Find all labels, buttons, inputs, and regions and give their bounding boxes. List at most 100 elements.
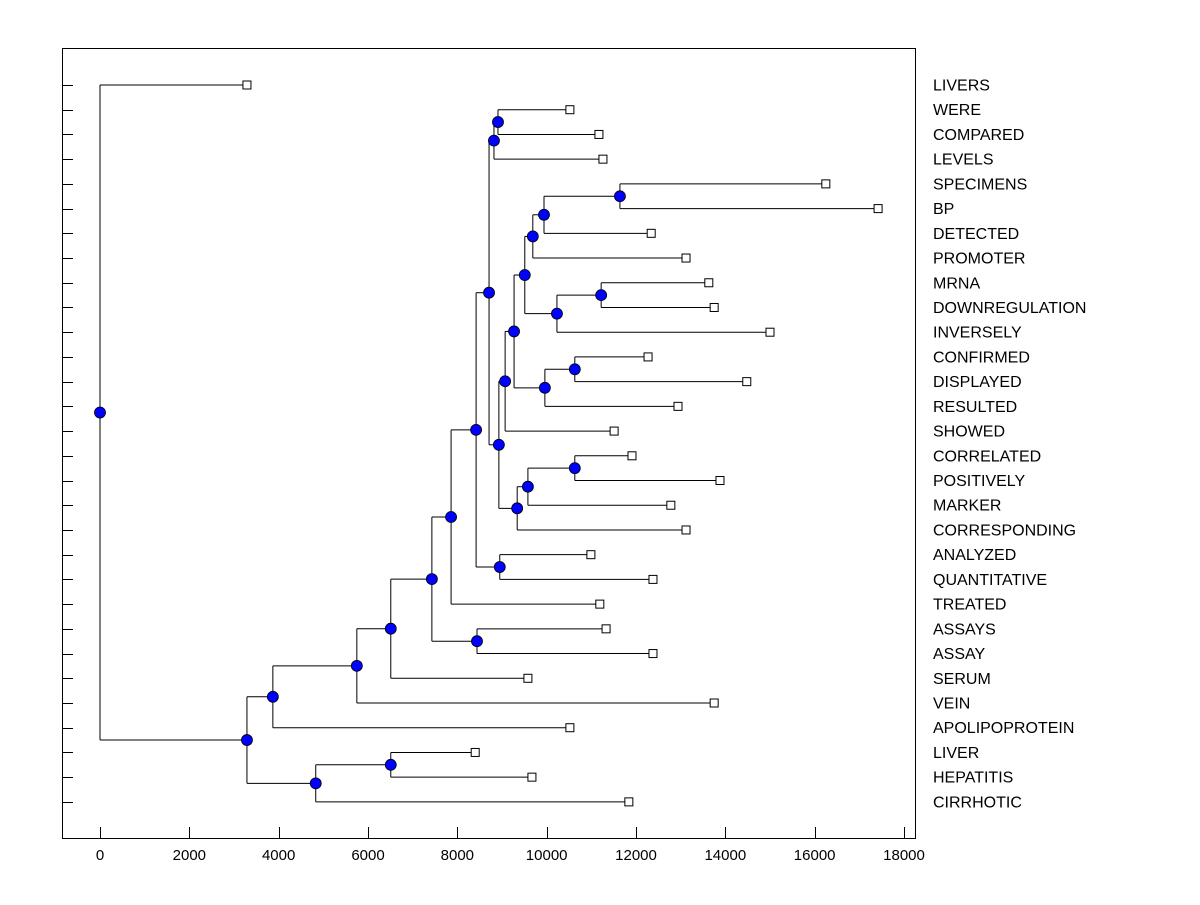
merge-node	[425, 573, 438, 585]
leaf-label: ANALYZED	[933, 547, 1016, 564]
leaf-label: CORRELATED	[933, 448, 1041, 465]
leaf-label: WERE	[933, 102, 981, 119]
merge-node	[470, 423, 482, 436]
dendrogram-nodes	[94, 80, 883, 807]
leaf-label: DOWNREGULATION	[933, 300, 1086, 317]
leaf-label: APOLIPOPROTEIN	[933, 720, 1074, 737]
leaf-marker	[673, 401, 683, 411]
leaf-label: LIVERS	[933, 78, 990, 95]
leaf-marker	[624, 797, 634, 807]
merge-node	[538, 381, 551, 394]
x-tick-label: 14000	[704, 847, 746, 864]
merge-node	[595, 289, 608, 302]
leaf-marker	[643, 352, 653, 362]
leaf-label: BP	[933, 201, 954, 218]
leaf-labels: LIVERS WERE COMPARED LEVELS SPECIMENS BP DETEC…	[933, 78, 1086, 812]
leaf-marker	[648, 574, 658, 584]
merge-node	[266, 690, 279, 703]
leaf-marker	[709, 302, 719, 312]
leaf-label: CONFIRMED	[933, 349, 1030, 366]
leaf-marker	[873, 204, 883, 214]
leaf-label: PROMOTER	[933, 251, 1025, 268]
plot-frame	[62, 48, 916, 839]
leaf-label: TREATED	[933, 597, 1006, 614]
leaf-marker	[742, 377, 752, 387]
merge-node	[508, 325, 520, 338]
merge-node	[384, 622, 397, 635]
leaf-label: DISPLAYED	[933, 374, 1022, 391]
leaf-marker	[523, 673, 533, 683]
x-tick-label: 10000	[526, 847, 568, 864]
leaf-label: CIRRHOTIC	[933, 794, 1022, 811]
leaf-marker	[527, 772, 537, 782]
leaf-label: ASSAY	[933, 646, 986, 663]
merge-node	[551, 307, 563, 320]
merge-node	[492, 438, 505, 451]
merge-node	[384, 758, 397, 771]
leaf-label: POSITIVELY	[933, 473, 1026, 490]
leaf-label: QUANTITATIVE	[933, 572, 1047, 589]
merge-node	[445, 511, 457, 523]
merge-node	[568, 363, 581, 376]
leaf-marker	[709, 698, 719, 708]
leaf-marker	[598, 154, 608, 164]
merge-node	[499, 375, 512, 388]
merge-node	[241, 734, 253, 746]
merge-node	[522, 480, 534, 493]
merge-node	[488, 134, 500, 147]
x-tick-label: 0	[96, 847, 104, 864]
merge-node	[511, 502, 524, 515]
merge-node	[614, 190, 626, 203]
leaf-label: VEIN	[933, 696, 970, 713]
leaf-label: LEVELS	[933, 152, 993, 169]
leaf-label: LIVER	[933, 745, 979, 762]
leaf-label: HEPATITIS	[933, 770, 1013, 787]
leaf-label: INVERSELY	[933, 325, 1022, 342]
leaf-marker	[242, 80, 252, 90]
leaf-marker	[821, 179, 831, 189]
dendrogram-links	[99, 84, 879, 803]
merge-node	[309, 777, 322, 790]
x-tick-label: 4000	[262, 847, 295, 864]
leaf-marker	[470, 747, 480, 757]
leaf-marker	[715, 476, 725, 486]
axis-ticks: 0 2000 4000 6000 8000 10000 12000 14000 16000 180…	[62, 85, 925, 864]
merge-node	[526, 230, 539, 243]
leaf-label: MRNA	[933, 275, 980, 292]
leaf-label: RESULTED	[933, 399, 1017, 416]
leaf-marker	[565, 723, 575, 733]
x-tick-label: 16000	[794, 847, 836, 864]
leaf-marker	[609, 426, 619, 436]
x-tick-label: 2000	[173, 847, 206, 864]
x-tick-label: 6000	[351, 847, 384, 864]
merge-node	[568, 462, 581, 475]
leaf-label: ASSAYS	[933, 621, 996, 638]
leaf-label: DETECTED	[933, 226, 1019, 243]
merge-node	[493, 561, 506, 573]
leaf-marker	[565, 105, 575, 115]
merge-node	[94, 406, 106, 419]
leaf-marker	[646, 228, 656, 238]
leaf-marker	[681, 525, 691, 535]
leaf-label: CORRESPONDING	[933, 522, 1076, 539]
leaf-label: COMPARED	[933, 127, 1024, 144]
x-tick-label: 12000	[615, 847, 657, 864]
merge-node	[483, 286, 495, 299]
merge-node	[471, 635, 483, 648]
leaf-label: SPECIMENS	[933, 176, 1027, 193]
merge-node	[492, 116, 504, 128]
leaf-marker	[601, 624, 611, 634]
merge-node	[518, 269, 531, 281]
leaf-marker	[586, 550, 596, 560]
leaf-label: SHOWED	[933, 424, 1005, 441]
merge-node	[538, 208, 550, 221]
leaf-label: SERUM	[933, 671, 991, 688]
merge-node	[350, 659, 363, 672]
x-tick-label: 18000	[883, 847, 925, 864]
leaf-marker	[765, 327, 775, 337]
leaf-marker	[595, 599, 605, 609]
leaf-marker	[594, 129, 604, 139]
leaf-marker	[666, 500, 676, 510]
leaf-marker	[704, 278, 714, 288]
